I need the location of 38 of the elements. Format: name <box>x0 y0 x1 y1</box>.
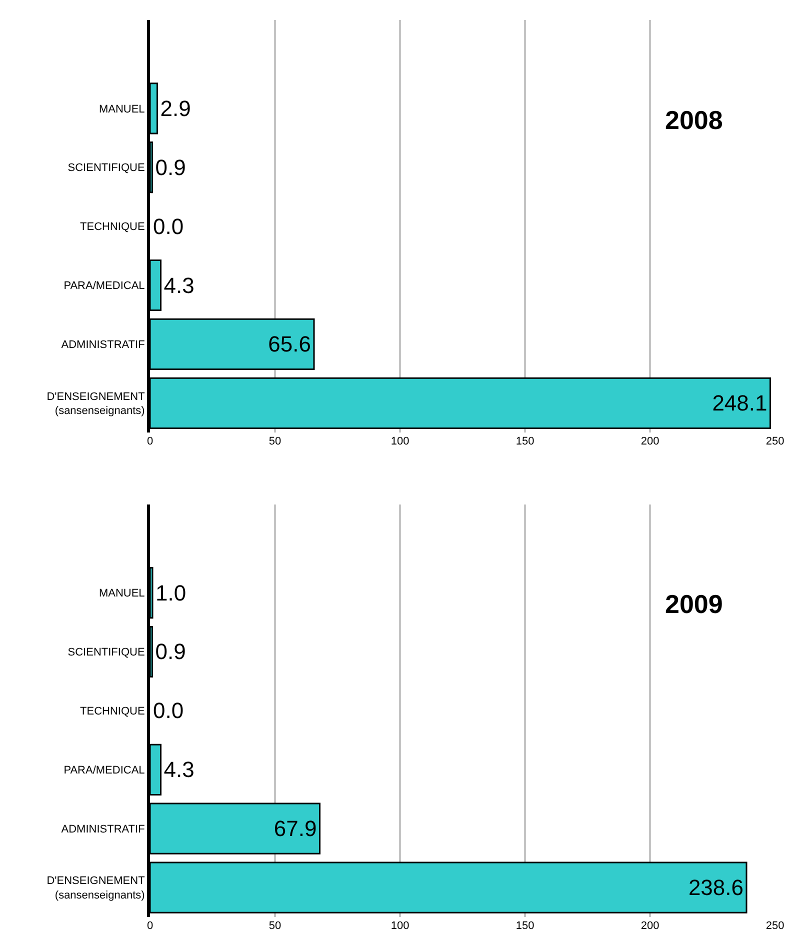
y-tick-label: SCIENTIFIQUE <box>68 646 145 659</box>
data-label: 0.9 <box>155 639 186 664</box>
data-label: 2.9 <box>160 96 191 121</box>
text: 2009 <box>665 589 723 619</box>
x-tick-label: 250 <box>766 920 784 932</box>
y-tick-label: TECHNIQUE <box>80 706 145 718</box>
x-tick-label: 0 <box>146 920 154 932</box>
x-tick-label: 150 <box>516 920 534 932</box>
y-tick-label: PARA/MEDICAL <box>64 764 145 776</box>
data-label: 4.3 <box>164 757 194 782</box>
x-tick-label: 200 <box>640 920 660 932</box>
x-tick-label: 200 <box>640 436 660 448</box>
y-tick-label: D'ENSEIGNEMENT (sansenseignants) <box>46 875 146 902</box>
x-tick-label: 150 <box>516 436 534 448</box>
data-label: 0.0 <box>153 214 184 239</box>
data-label: 4.3 <box>164 272 194 298</box>
x-tick-label: 0 <box>146 436 154 448</box>
y-tick-label: SCIENTIFIQUE <box>68 162 145 174</box>
data-label: 248.1 <box>712 390 768 416</box>
x-tick-label: 50 <box>268 920 282 932</box>
y-tick-label: ADMINISTRATIF <box>61 339 146 352</box>
y-tick-label: ADMINISTRATIF <box>61 823 146 836</box>
x-tick-label: 50 <box>268 436 282 448</box>
y-tick-label: PARA/MEDICAL <box>64 280 145 292</box>
text: 2008 <box>665 105 723 135</box>
x-tick-label: 250 <box>766 436 784 448</box>
data-label: 1.0 <box>156 580 186 606</box>
data-label: 238.6 <box>688 875 744 900</box>
y-tick-label: MANUEL <box>98 103 145 116</box>
x-tick-label: 100 <box>390 436 410 448</box>
data-label: 65.6 <box>268 332 311 357</box>
x-tick-label: 100 <box>390 920 410 932</box>
data-label: 0.9 <box>155 154 186 180</box>
y-tick-label: MANUEL <box>98 588 145 600</box>
data-label: 67.9 <box>274 816 317 842</box>
data-label: 0.0 <box>153 698 184 724</box>
y-tick-label: D'ENSEIGNEMENT (sansenseignants) <box>46 390 146 418</box>
y-tick-label: TECHNIQUE <box>80 221 145 234</box>
